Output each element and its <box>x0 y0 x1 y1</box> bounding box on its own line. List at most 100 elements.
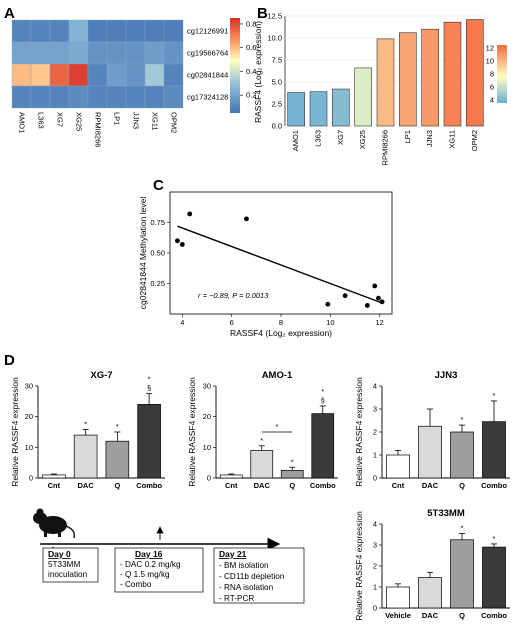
colorbar-tick-label: 4 <box>490 95 494 104</box>
y-tick-label: 2 <box>373 562 377 571</box>
colorbar-tick-label: 0.2 <box>246 91 256 100</box>
x-axis-label: RASSF4 (Log₂ expression) <box>230 328 332 338</box>
x-tick-label: DAC <box>422 481 439 490</box>
y-tick-label: 7.5 <box>272 56 282 65</box>
bar <box>418 425 442 479</box>
bar <box>482 546 506 609</box>
y-tick-label: 0.0 <box>272 122 282 131</box>
x-tick-label: Cnt <box>225 481 238 490</box>
x-tick-label: 4 <box>180 318 184 327</box>
colorbar-tick-label: 0.8 <box>246 19 256 28</box>
heatmap-cell <box>49 63 70 87</box>
y-tick-label: 1 <box>373 583 377 592</box>
bar <box>354 67 372 127</box>
heatmap-cell <box>163 41 184 65</box>
y-tick-label: 1 <box>373 451 377 460</box>
y-tick-label: 2.5 <box>272 100 282 109</box>
y-tick-label: 0 <box>29 474 33 483</box>
bracket-mark: * <box>276 422 279 431</box>
heatmap-col-label: XG11 <box>151 112 160 131</box>
bar <box>309 91 328 127</box>
x-tick-label: Combo <box>136 481 162 490</box>
x-tick-label: Combo <box>481 611 507 620</box>
y-tick-label: 2 <box>373 428 377 437</box>
significance-mark: * <box>291 457 294 466</box>
heatmap-cell <box>49 85 70 109</box>
day21-line3: - RNA isolation <box>219 583 274 592</box>
x-tick-label: Q <box>459 481 465 490</box>
day16-line1: - DAC 0.2 mg/kg <box>120 560 181 569</box>
day21-line4: - RT-PCR <box>219 594 254 603</box>
bar <box>287 92 305 127</box>
significance-mark: * <box>116 422 119 431</box>
x-tick-label: Combo <box>310 481 336 490</box>
scatter-point <box>372 283 378 289</box>
y-tick-label: 10 <box>203 443 211 452</box>
y-tick-label: 10 <box>25 443 33 452</box>
heatmap-cell <box>144 63 165 87</box>
x-tick-label: Combo <box>481 481 507 490</box>
bar <box>450 431 474 479</box>
y-tick-label: 30 <box>25 382 33 391</box>
significance-mark: * <box>84 420 87 429</box>
day0-title: Day 0 <box>48 549 71 559</box>
day16-line3: - Combo <box>120 580 152 589</box>
heatmap-col-label: XG7 <box>56 112 65 127</box>
heatmap-cell <box>125 41 146 65</box>
y-tick-label: 4 <box>373 520 377 529</box>
heatmap-cell <box>49 41 70 65</box>
heatmap-cell <box>144 19 165 43</box>
y-tick-label: 0.75 <box>150 218 165 227</box>
heatmap-col-label: AMO1 <box>18 112 27 133</box>
x-tick-label: Q <box>289 481 295 490</box>
significance-mark: § <box>147 384 151 393</box>
x-tick-label: Cnt <box>392 481 405 490</box>
heatmap-cell <box>87 19 108 43</box>
x-tick-label: DAC <box>254 481 271 490</box>
heatmap-panel-a: cg12126991 cg19566764 cg02841844 cg17324128… <box>11 19 228 147</box>
heatmap-cell <box>11 41 32 65</box>
y-tick-label: 0.25 <box>150 279 165 288</box>
heatmap-row-label: cg17324128 <box>187 93 228 102</box>
x-tick-label: OPM2 <box>470 130 479 151</box>
x-tick-label: XG25 <box>358 130 367 149</box>
scatter-point <box>175 238 180 244</box>
heatmap-cell <box>87 85 108 109</box>
bar <box>73 434 98 479</box>
mouse-icon <box>33 508 76 539</box>
day21-line1: - BM isolation <box>219 561 269 570</box>
scatter-point <box>244 216 249 222</box>
experiment-timeline: Day 0 5T33MM inoculation Day 16 - DAC 0.… <box>33 508 305 604</box>
bar <box>280 469 304 479</box>
x-tick-label: 6 <box>230 318 234 327</box>
heatmap-cell <box>106 85 127 109</box>
y-axis-label: Relative RASSF4 expression <box>187 377 197 487</box>
heatmap-cell <box>30 19 51 43</box>
colorbar-tick-label: 12 <box>486 44 494 53</box>
bar <box>421 28 439 127</box>
heatmap-col-label: XG25 <box>75 112 84 131</box>
scatter-point <box>179 242 185 247</box>
day21-title: Day 21 <box>219 549 247 559</box>
bar <box>443 21 462 127</box>
significance-mark: § <box>321 396 325 405</box>
scatter-point <box>325 301 331 307</box>
heatmap-cell <box>68 63 89 87</box>
x-tick-label: DAC <box>422 611 439 620</box>
heatmap-cell <box>125 19 146 43</box>
y-axis-label: Relative RASSF4 expression <box>354 511 364 621</box>
bar <box>386 454 410 479</box>
heatmap-cell <box>49 19 70 43</box>
heatmap-cell <box>144 85 165 109</box>
day0-box <box>42 547 99 583</box>
bar-chart-jjn3: JJN3 0 1 2 3 4 Cnt DAC Q * Combo * Relative RASSF4 e… <box>354 370 510 490</box>
x-tick-label: Cnt <box>48 481 61 490</box>
x-tick-label: JJN3 <box>425 130 434 147</box>
heatmap-cell <box>68 19 89 43</box>
bar <box>386 586 410 609</box>
y-tick-label: 10.0 <box>267 34 282 43</box>
chart-title: XG-7 <box>90 370 112 381</box>
day0-line2: inoculation <box>48 570 88 579</box>
